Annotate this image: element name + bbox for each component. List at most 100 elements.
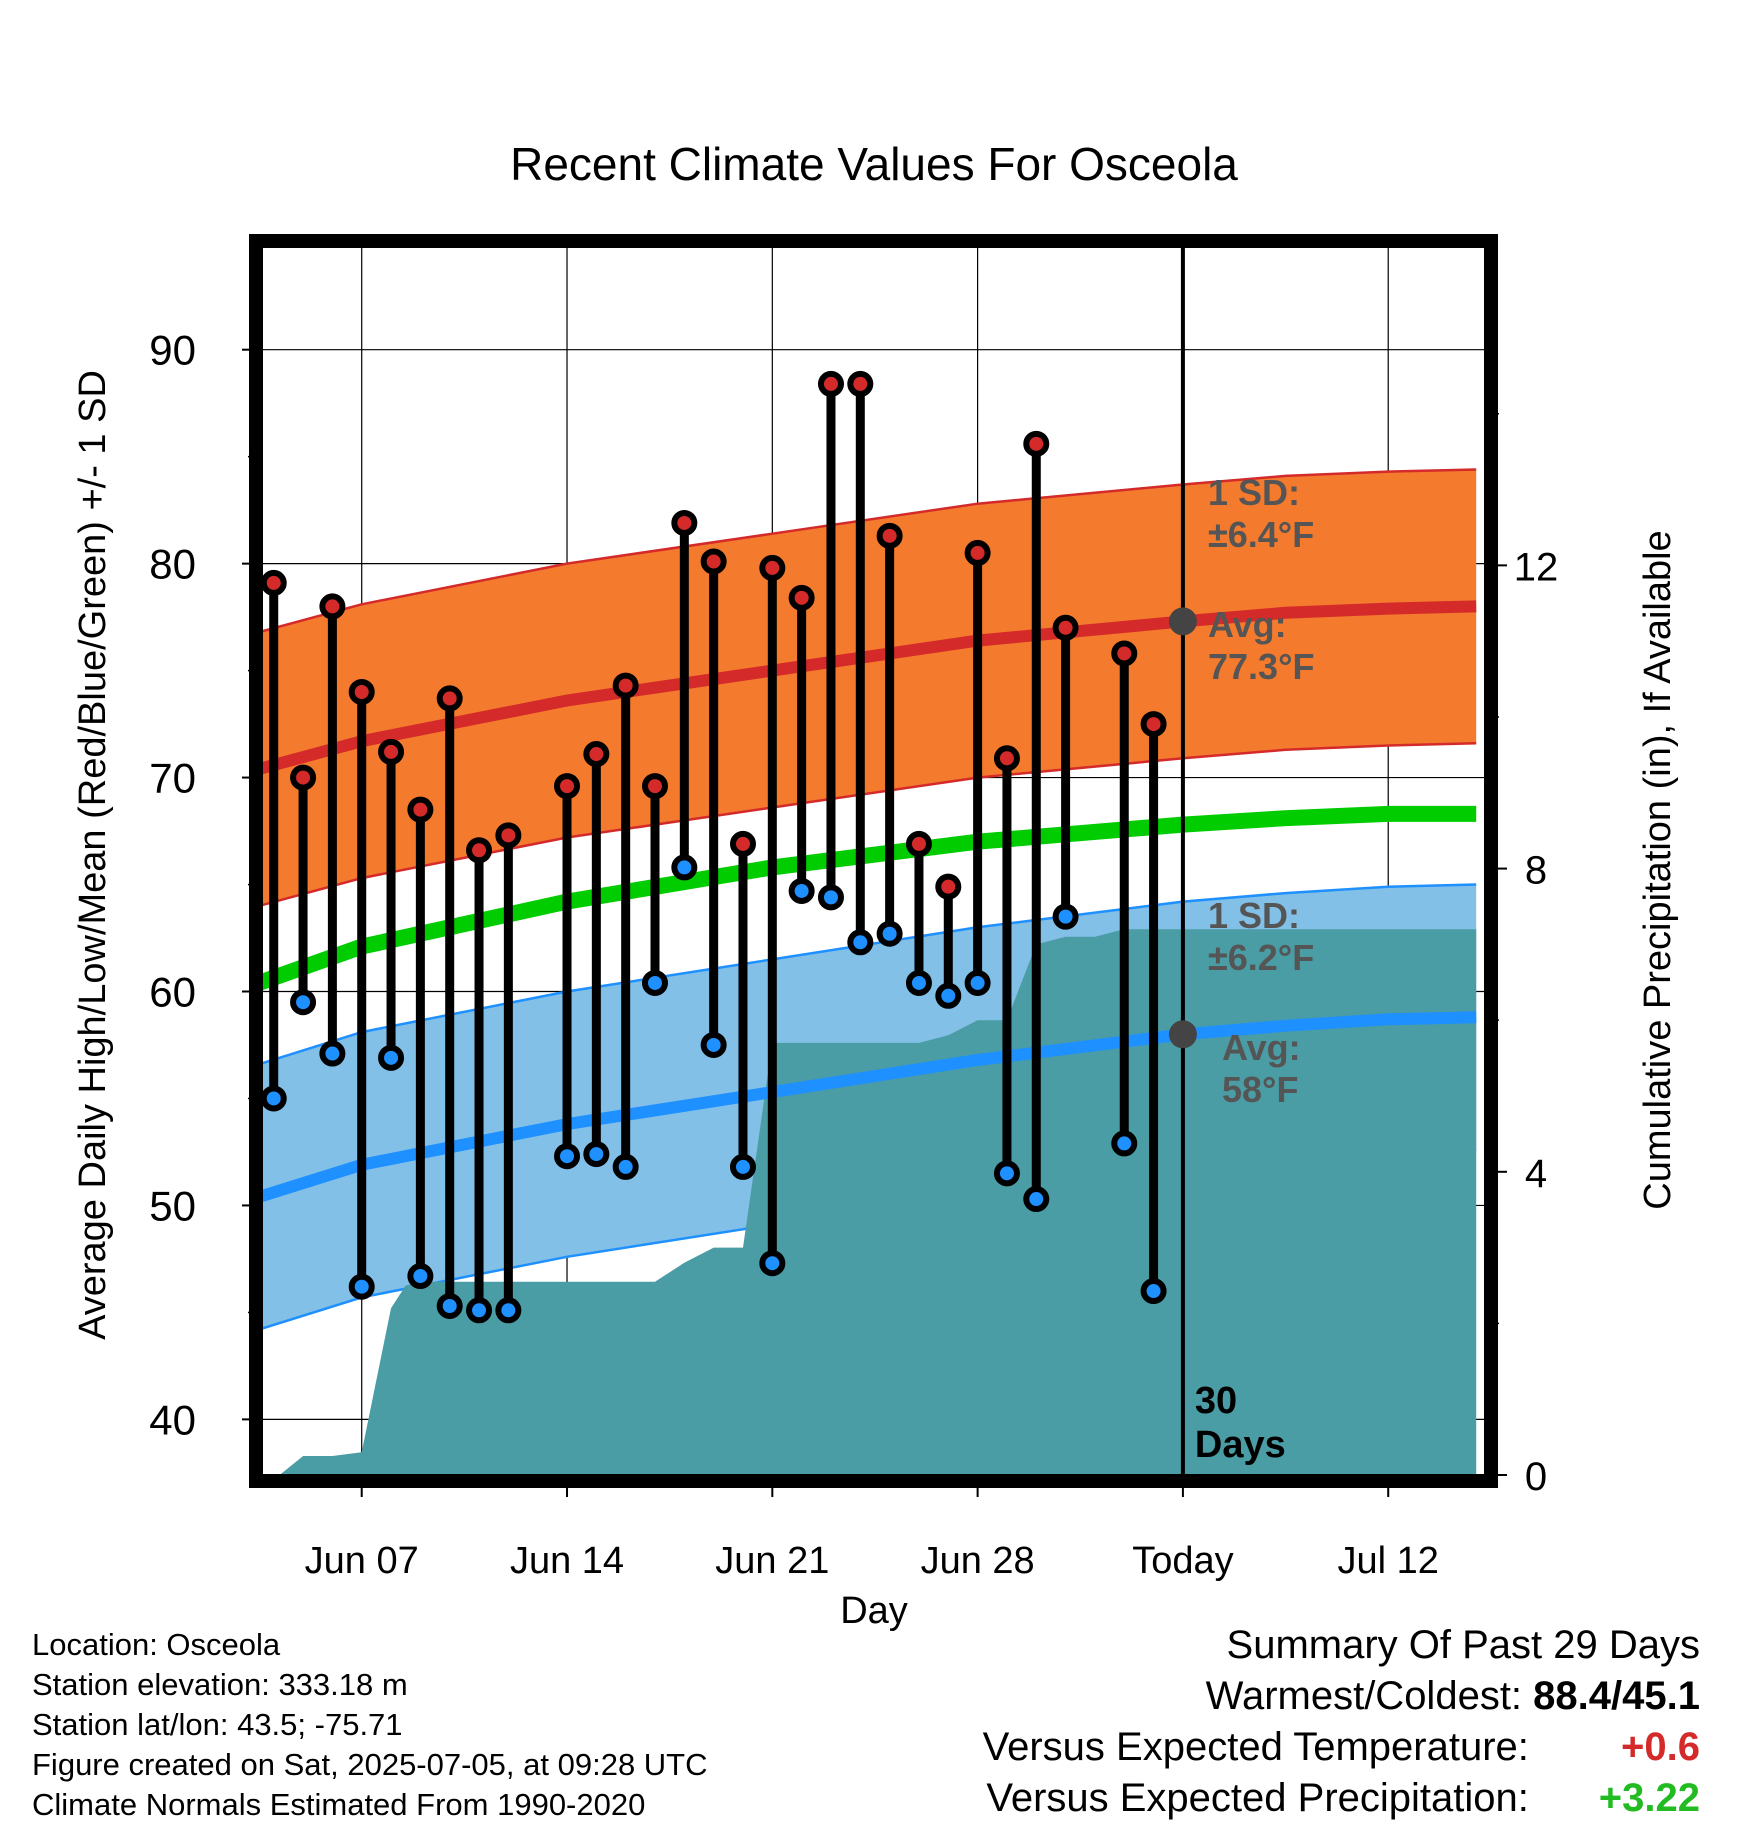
low-point [759,1250,786,1277]
low-point [407,1263,434,1290]
precip-value: +3.22 [1598,1776,1700,1820]
low-point [905,969,932,996]
plot-inner [262,247,1485,1475]
high-point [319,593,346,620]
station-info: Location: Osceola Station elevation: 333… [32,1625,708,1825]
low-point [964,969,991,996]
high-point [554,773,581,800]
low-point [1052,903,1079,930]
high-point [495,822,522,849]
low-point [700,1031,727,1058]
precip-label: Versus Expected Precipitation: [986,1776,1529,1820]
high-sd-band-upper-edge [262,468,1477,633]
low-point [612,1153,639,1180]
high-point [759,554,786,581]
temp-label: Versus Expected Temperature: [982,1725,1529,1769]
low-point [466,1297,493,1324]
normals-text: Climate Normals Estimated From 1990-2020 [32,1787,646,1822]
high-point [700,548,727,575]
high-point [905,830,932,857]
high-point [407,796,434,823]
low-avg-annotation: Avg: [1222,1027,1301,1068]
low-point [935,982,962,1009]
low-point [262,1085,287,1112]
y-tick-label: 70 [149,755,196,802]
high-point [876,522,903,549]
high-point [583,741,610,768]
y-axis-label: Average Daily High/Low/Mean (Red/Blue/Gr… [72,370,114,1340]
low-point [1111,1130,1138,1157]
low-point [290,989,317,1016]
high-sd-annotation: ±6.4°F [1208,514,1314,555]
y2-axis-label: Cumulative Precipitation (in), If Availa… [1637,530,1679,1209]
x-tick-label: Jun 21 [715,1540,829,1582]
low-point [993,1160,1020,1187]
y2-tick-label: 4 [1525,1152,1547,1196]
low-avg-annotation: 58°F [1222,1069,1298,1110]
low-point [583,1141,610,1168]
warm-cold-row: Warmest/Coldest: 88.4/45.1 [983,1671,1700,1722]
high-point [262,569,287,596]
y-tick-label: 80 [149,541,196,588]
x-tick-label: Jun 07 [305,1540,419,1582]
high-sd-annotation: 1 SD: [1208,472,1300,513]
high-point [612,672,639,699]
high-point [348,678,375,705]
summary-title: Summary Of Past 29 Days [1226,1623,1700,1667]
high-point [817,370,844,397]
low-point [671,854,698,881]
today-days-label: Days [1195,1424,1286,1466]
x-tick-label: Jun 14 [510,1540,624,1582]
low-sd-annotation: 1 SD: [1208,895,1300,936]
temp-value: +0.6 [1621,1725,1700,1769]
low-point [876,920,903,947]
x-tick-label: Jun 28 [921,1540,1035,1582]
x-axis-label: Day [840,1590,908,1632]
low-point [788,877,815,904]
high-point [1111,640,1138,667]
low-point [348,1273,375,1300]
y-tick-label: 60 [149,969,196,1016]
high-point [436,685,463,712]
latlon-text: Station lat/lon: 43.5; -75.71 [32,1707,403,1742]
low-point [319,1040,346,1067]
low-point [554,1143,581,1170]
today-high-avg-marker [1168,607,1197,636]
high-point [1052,614,1079,641]
chart-title: Recent Climate Values For Osceola [510,138,1238,190]
low-point [436,1292,463,1319]
low-normal-line [262,1011,1477,1203]
x-tick-label: Jul 12 [1338,1540,1439,1582]
high-point [1140,711,1167,738]
high-point [290,764,317,791]
high-point [847,370,874,397]
y-tick-label: 50 [149,1182,196,1229]
high-avg-annotation: Avg: [1208,604,1287,645]
low-point [495,1297,522,1324]
low-point [817,884,844,911]
high-point [1023,430,1050,457]
high-avg-annotation: 77.3°F [1208,646,1314,687]
created-text: Figure created on Sat, 2025-07-05, at 09… [32,1747,708,1782]
y-tick-label: 40 [149,1396,196,1443]
high-point [788,584,815,611]
y-tick-label: 90 [149,327,196,374]
high-point [378,738,405,765]
high-point [466,837,493,864]
low-point [1140,1278,1167,1305]
precip-row: Versus Expected Precipitation: +3.22 [983,1773,1700,1824]
low-point [378,1044,405,1071]
low-point [1023,1186,1050,1213]
today-days-label: 30 [1195,1380,1237,1422]
y2-tick-label: 8 [1525,849,1547,893]
high-point [993,745,1020,772]
x-tick-label: Today [1132,1540,1233,1582]
high-point [964,539,991,566]
low-point [642,969,669,996]
location-text: Location: Osceola [32,1627,281,1662]
high-point [642,773,669,800]
high-point [671,509,698,536]
plot-frame [249,234,1498,1488]
warm-cold-value: 88.4/45.1 [1533,1674,1700,1718]
